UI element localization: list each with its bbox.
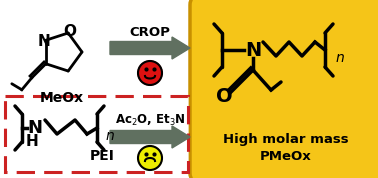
- Text: N: N: [28, 119, 42, 137]
- Text: O: O: [216, 87, 232, 106]
- Text: PMeOx: PMeOx: [260, 151, 312, 164]
- Text: CROP: CROP: [130, 25, 170, 38]
- Text: High molar mass: High molar mass: [223, 134, 349, 146]
- Circle shape: [138, 61, 162, 85]
- FancyBboxPatch shape: [190, 0, 378, 178]
- Text: n: n: [106, 129, 115, 143]
- FancyArrow shape: [110, 37, 190, 59]
- Text: Ac$_2$O, Et$_3$N: Ac$_2$O, Et$_3$N: [115, 112, 185, 128]
- FancyBboxPatch shape: [5, 96, 188, 172]
- Text: n: n: [336, 51, 345, 65]
- Text: N: N: [245, 41, 261, 59]
- Text: H: H: [26, 135, 39, 150]
- Text: O: O: [64, 25, 77, 40]
- Text: PEI: PEI: [90, 149, 115, 163]
- Text: MeOx: MeOx: [40, 91, 84, 105]
- Circle shape: [138, 146, 162, 170]
- FancyArrow shape: [110, 126, 190, 148]
- Text: N: N: [37, 34, 50, 49]
